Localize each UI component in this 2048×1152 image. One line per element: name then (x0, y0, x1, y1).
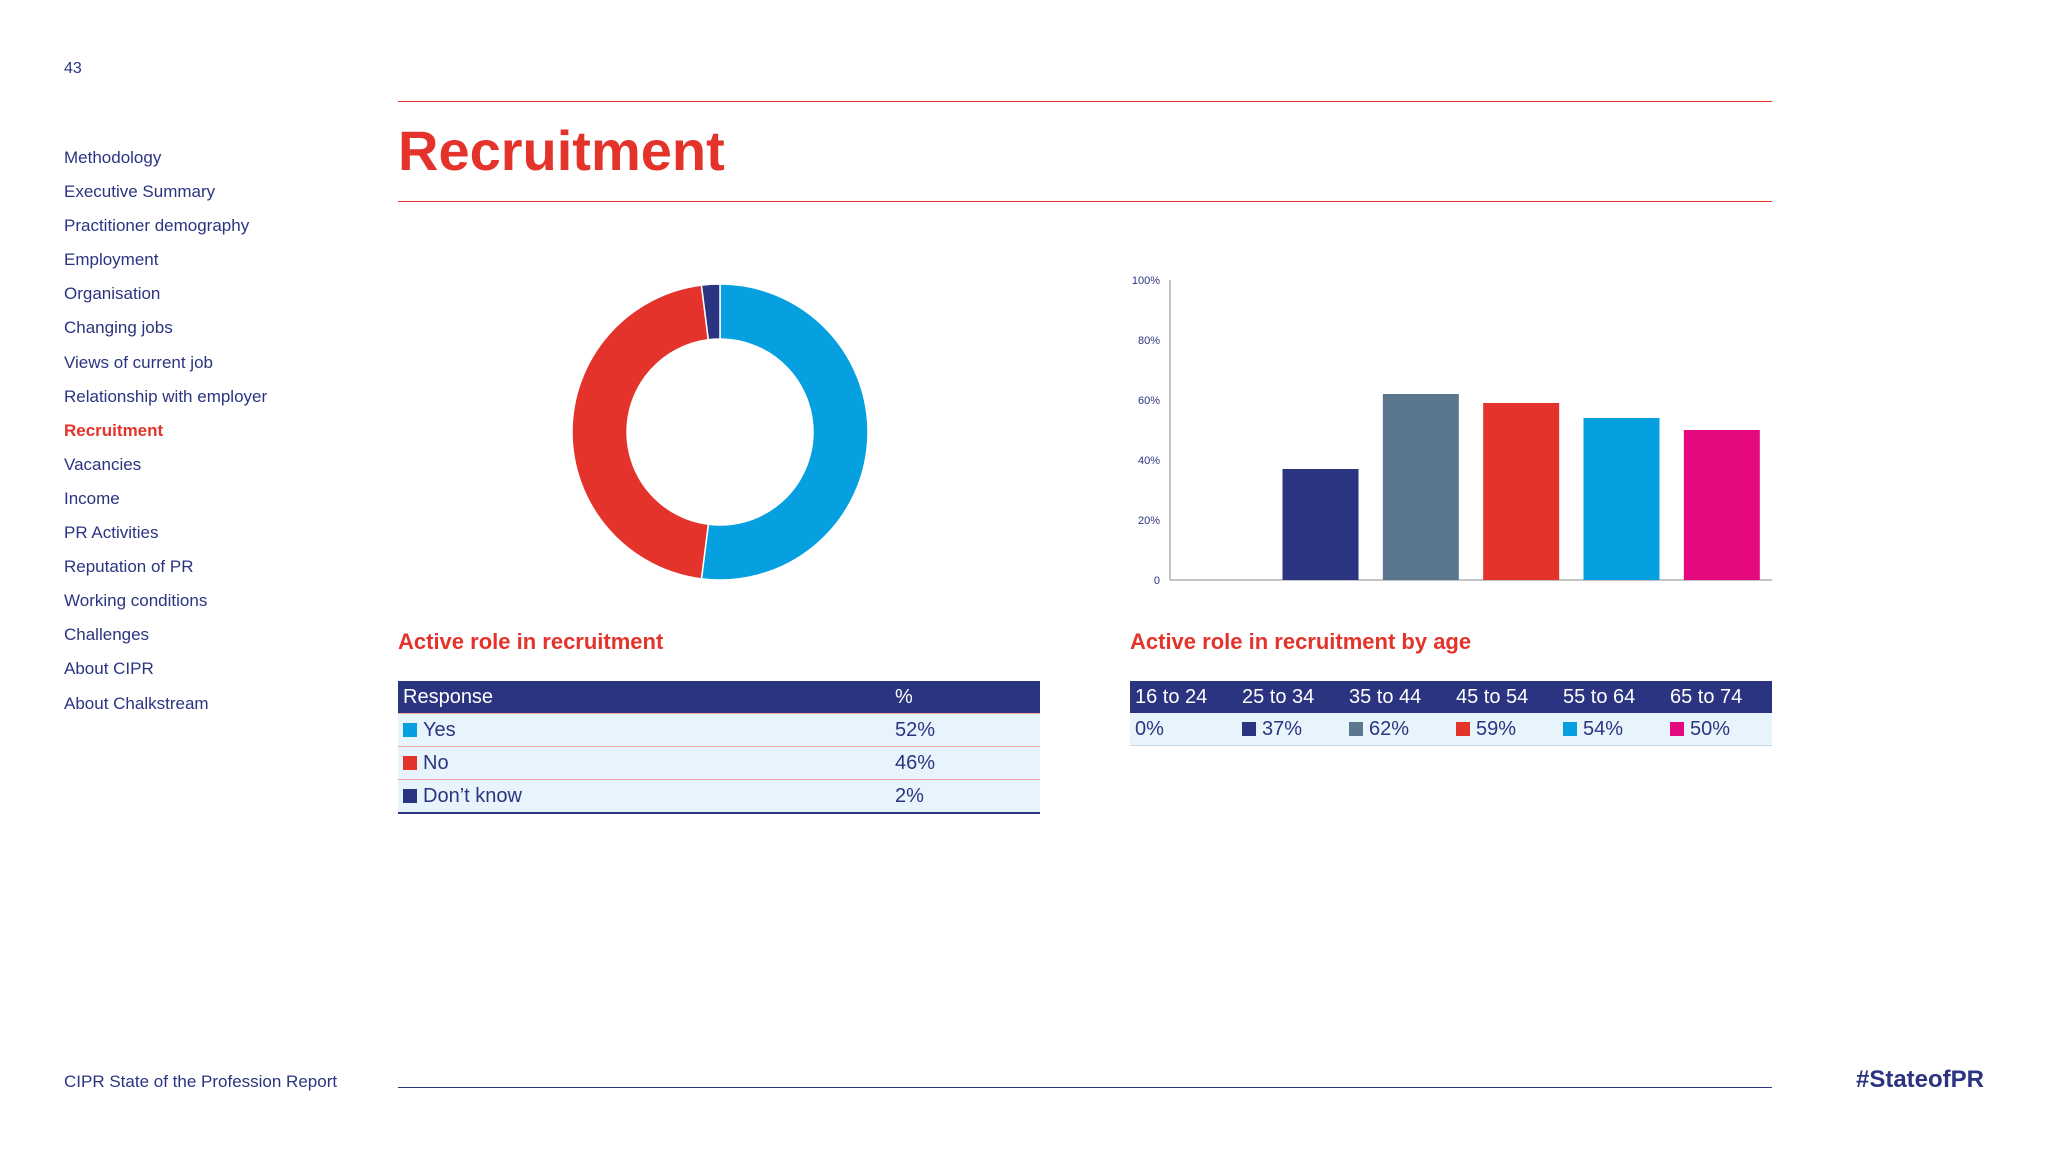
donut-chart-title: Active role in recruitment (398, 629, 664, 654)
response-cell: Don’t know (398, 779, 890, 813)
donut-slice-don-t-know (700, 283, 721, 341)
y-tick-label: 100% (1132, 275, 1160, 287)
age-value-cell: 0% (1130, 713, 1237, 746)
sidebar-item-vacancies[interactable]: Vacancies (64, 454, 142, 474)
bar-25-to-34 (1282, 469, 1359, 580)
response-label: Don’t know (423, 784, 522, 807)
percent-cell: 46% (890, 746, 1040, 780)
page-title: Recruitment (398, 119, 725, 182)
sidebar-item-reputation-of-pr[interactable]: Reputation of PR (64, 557, 194, 577)
age-table-header-row: 16 to 24 25 to 34 35 to 44 45 to 54 55 to 64… (1130, 681, 1772, 713)
sidebar-item-about-cipr[interactable]: About CIPR (64, 659, 154, 679)
age-value: 59% (1476, 717, 1517, 740)
sidebar-item-organisation[interactable]: Organisation (64, 284, 161, 304)
table-row: Don’t know 2% (398, 779, 1040, 813)
title-bottom-rule (398, 201, 1772, 202)
hashtag: #StateofPR (1855, 1066, 1984, 1093)
legend-swatch (403, 722, 417, 737)
y-tick-label: 80% (1138, 335, 1160, 347)
age-table-value-row: 0% 37% 62% 59% 54% 50% (1130, 713, 1772, 746)
sidebar-item-relationship-with-employer[interactable]: Relationship with employer (64, 386, 268, 406)
bar-35-to-44 (1382, 394, 1459, 580)
age-value-cell: 62% (1344, 713, 1451, 746)
legend-swatch (1456, 721, 1470, 736)
age-value: 37% (1262, 717, 1303, 740)
age-bar-chart: 0 20% 40% 60% 80% 100% (1132, 275, 1772, 587)
response-header: Response (398, 681, 890, 714)
bar-55-to-64 (1583, 418, 1660, 580)
donut-slice-no (571, 284, 710, 580)
age-header: 65 to 74 (1665, 681, 1772, 713)
table-row: No 46% (398, 746, 1040, 780)
page-number: 43 (64, 60, 82, 77)
y-tick-label: 60% (1138, 395, 1160, 407)
sidebar-item-pr-activities[interactable]: PR Activities (64, 523, 159, 543)
table-row: Yes 52% (398, 713, 1040, 747)
age-value: 50% (1690, 717, 1731, 740)
y-tick-label: 0 (1154, 575, 1160, 587)
sidebar-item-about-chalkstream[interactable]: About Chalkstream (64, 693, 209, 713)
sidebar-item-employment[interactable]: Employment (64, 250, 159, 270)
age-header: 25 to 34 (1237, 681, 1344, 713)
sidebar-item-views-of-current-job[interactable]: Views of current job (64, 352, 213, 372)
age-value: 62% (1369, 717, 1410, 740)
response-table: Response % Yes 52% No 46% Don’t know 2% (398, 681, 1040, 814)
response-table-header-row: Response % (398, 681, 1040, 714)
title-top-rule (398, 101, 1772, 102)
age-header: 55 to 64 (1558, 681, 1665, 713)
sidebar-item-working-conditions[interactable]: Working conditions (64, 591, 208, 611)
age-header: 45 to 54 (1451, 681, 1558, 713)
legend-swatch (1563, 721, 1577, 736)
response-cell: No (398, 746, 890, 780)
legend-swatch (403, 788, 417, 803)
age-value-cell: 59% (1451, 713, 1558, 746)
bar-45-to-54 (1483, 403, 1560, 580)
sidebar-item-recruitment[interactable]: Recruitment (64, 420, 164, 440)
response-cell: Yes (398, 713, 890, 747)
age-value: 0% (1135, 717, 1164, 740)
sidebar-item-challenges[interactable]: Challenges (64, 625, 150, 645)
bar-65-to-74 (1683, 430, 1760, 580)
footer-rule (398, 1087, 1772, 1088)
sidebar-item-changing-jobs[interactable]: Changing jobs (64, 318, 173, 338)
bar-chart-title: Active role in recruitment by age (1130, 629, 1472, 654)
donut-slice-yes (700, 283, 869, 581)
y-tick-label: 40% (1138, 455, 1160, 467)
legend-swatch (1242, 721, 1256, 736)
sidebar-nav: Methodology Executive Summary Practitioner… (64, 146, 267, 726)
age-value-cell: 37% (1237, 713, 1344, 746)
age-header: 16 to 24 (1130, 681, 1237, 713)
age-header: 35 to 44 (1344, 681, 1451, 713)
sidebar-item-executive-summary[interactable]: Executive Summary (64, 182, 216, 202)
y-tick-label: 20% (1138, 515, 1160, 527)
legend-swatch (1349, 721, 1363, 736)
response-label: No (423, 751, 449, 774)
report-name: CIPR State of the Profession Report (64, 1072, 338, 1091)
percent-cell: 52% (890, 713, 1040, 747)
percent-header: % (890, 681, 1040, 714)
age-value-cell: 50% (1665, 713, 1772, 746)
donut-chart (571, 283, 869, 581)
percent-cell: 2% (890, 779, 1040, 813)
age-value-cell: 54% (1558, 713, 1665, 746)
sidebar-item-practitioner-demography[interactable]: Practitioner demography (64, 216, 250, 236)
sidebar-item-methodology[interactable]: Methodology (64, 148, 162, 167)
response-label: Yes (423, 718, 456, 741)
age-table: 16 to 24 25 to 34 35 to 44 45 to 54 55 to 64… (1130, 681, 1772, 746)
legend-swatch (1670, 721, 1684, 736)
age-value: 54% (1583, 717, 1624, 740)
sidebar-item-income[interactable]: Income (64, 488, 120, 508)
legend-swatch (403, 755, 417, 770)
